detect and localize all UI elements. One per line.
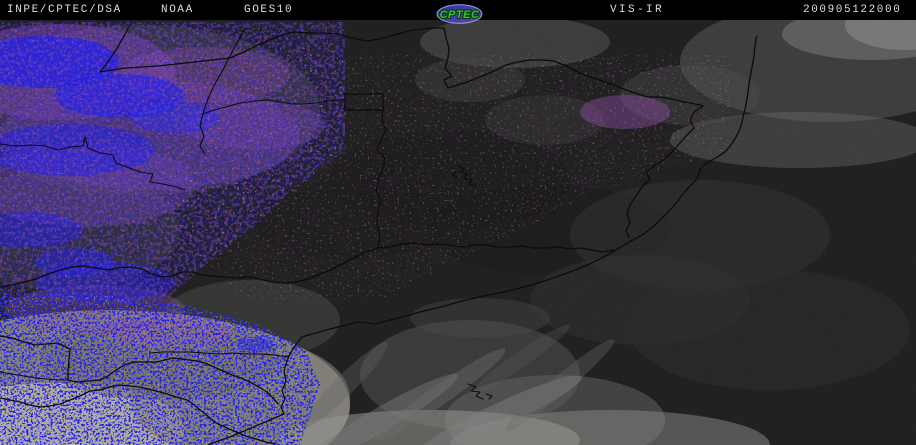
cptec-logo: CPTEC	[436, 4, 483, 24]
product-label: VIS-IR	[610, 4, 665, 16]
title-bar: INPE/CPTEC/DSA NOAA GOES10 CPTEC VIS-IR …	[0, 0, 916, 24]
timestamp-label: 200905122000	[803, 4, 902, 16]
agency-label: INPE/CPTEC/DSA	[7, 4, 122, 16]
cptec-logo-icon: CPTEC	[436, 4, 483, 24]
sensor-grain	[0, 20, 916, 445]
satellite-name-label: GOES10	[244, 4, 294, 16]
satellite-image	[0, 20, 916, 445]
noaa-label: NOAA	[161, 4, 194, 16]
svg-text:CPTEC: CPTEC	[440, 9, 480, 21]
